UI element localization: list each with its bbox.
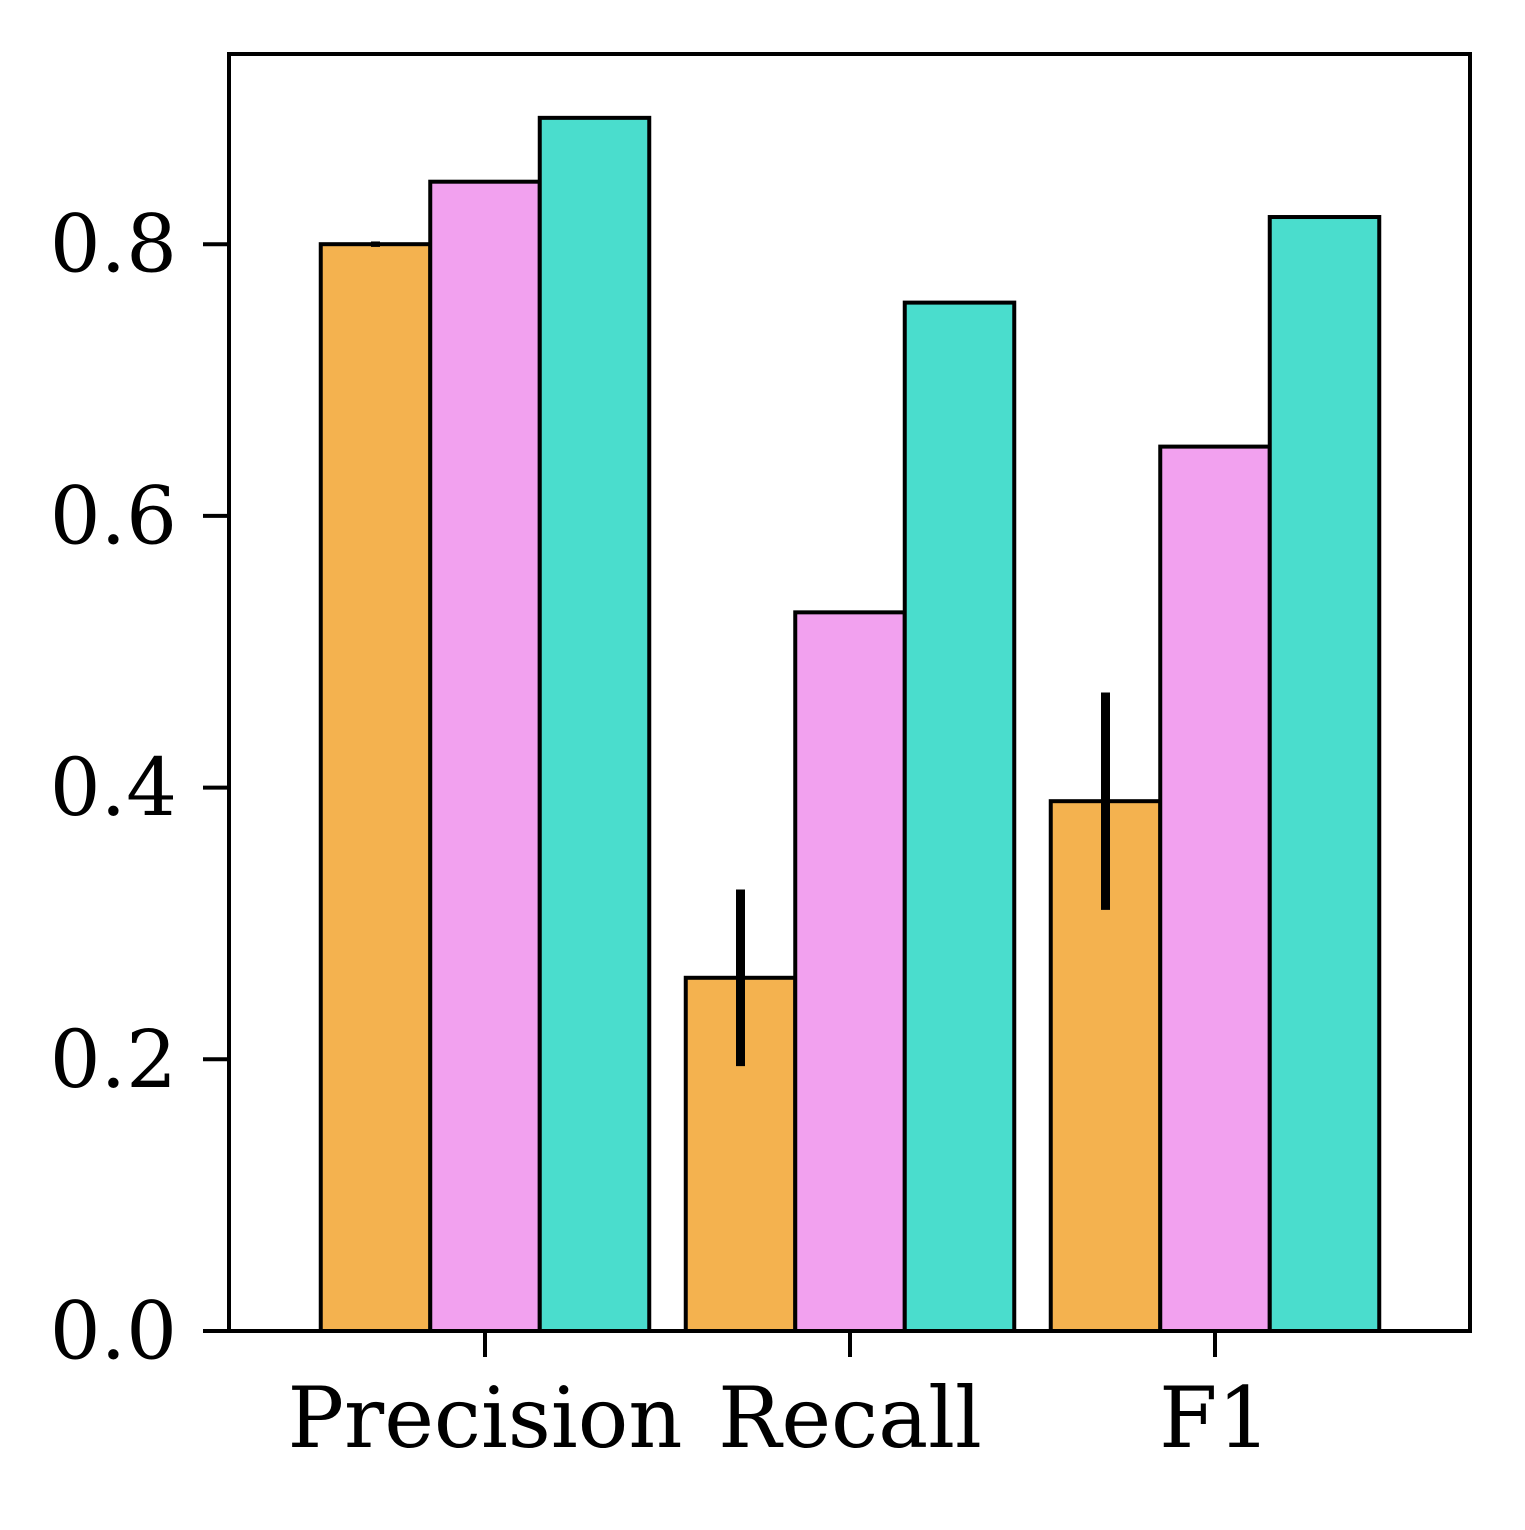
bar-series-3-precision bbox=[537, 115, 652, 1334]
bar-series-3-recall bbox=[902, 300, 1017, 1334]
y-axis: 0.0 0.2 0.4 0.6 0.8 bbox=[50, 198, 229, 1378]
x-tick-label-precision: Precision bbox=[288, 1369, 683, 1467]
bar-series-2-f1 bbox=[1158, 444, 1272, 1334]
bar-series-3-f1 bbox=[1267, 215, 1382, 1334]
y-tick-label: 0.6 bbox=[50, 469, 177, 562]
x-tick-label-recall: Recall bbox=[718, 1369, 982, 1467]
y-tick-label: 0.2 bbox=[50, 1013, 177, 1106]
x-tick-label-f1: F1 bbox=[1159, 1369, 1271, 1467]
y-tick-label: 0.0 bbox=[50, 1285, 177, 1378]
y-tick-label: 0.4 bbox=[50, 741, 177, 834]
bar-series-2-recall bbox=[793, 610, 907, 1333]
bar-series-2-precision bbox=[428, 179, 542, 1334]
x-axis: Precision Recall F1 bbox=[288, 1331, 1271, 1467]
y-tick-label: 0.8 bbox=[50, 198, 177, 291]
bars-layer bbox=[318, 115, 1382, 1334]
error-bars-layer bbox=[371, 241, 1110, 1067]
bar-series-1-precision bbox=[318, 242, 433, 1333]
